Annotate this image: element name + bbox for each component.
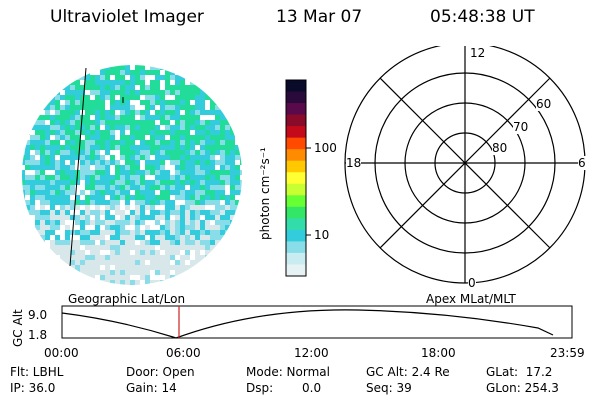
instrument-title: Ultraviolet Imager xyxy=(50,7,204,27)
status-seq: Seq: 39 xyxy=(366,381,412,395)
apex-label: Apex MLat/MLT xyxy=(426,292,516,306)
status-dsp-value: 0.0 xyxy=(302,381,322,395)
status-door: Door: Open xyxy=(126,365,195,379)
colorbar-unit-label: photon cm⁻²s⁻¹ xyxy=(258,147,272,240)
status-glat: GLat: 17.2 xyxy=(486,365,553,379)
mlat-label-70: 70 xyxy=(513,120,529,134)
mlt-label-0: 0 xyxy=(468,276,476,290)
status-gain: Gain: 14 xyxy=(126,381,177,395)
color-scale-bar xyxy=(285,79,311,277)
orbit-timeline xyxy=(61,305,573,339)
timeline-xtick-0000: 00:00 xyxy=(44,346,79,360)
timeline-xtick-2359: 23:59 xyxy=(550,346,585,360)
mlat-label-60: 60 xyxy=(536,97,552,111)
apex-polar-grid xyxy=(344,46,586,284)
timeline-xtick-0600: 06:00 xyxy=(166,346,201,360)
timeline-ytick-low: 1.8 xyxy=(28,328,48,342)
mlt-label-12: 12 xyxy=(470,46,486,60)
colorbar-tick-100: 100 xyxy=(314,141,337,155)
status-gcalt: GC Alt: 2.4 Re xyxy=(366,365,450,379)
timeline-ylabel: GC Alt xyxy=(11,309,25,347)
uv-image-disc xyxy=(22,65,242,285)
observation-date: 13 Mar 07 xyxy=(276,7,363,27)
mlt-label-6: 6 xyxy=(578,156,586,170)
uv-image-panel xyxy=(22,65,242,285)
colorbar-tick-10: 10 xyxy=(314,228,330,242)
status-glon: GLon: 254.3 xyxy=(486,381,559,395)
status-ip: IP: 36.0 xyxy=(10,381,56,395)
timeline-xtick-1200: 12:00 xyxy=(294,346,329,360)
status-mode: Mode: Normal xyxy=(246,365,330,379)
geographic-label: Geographic Lat/Lon xyxy=(68,292,186,306)
status-flt: Flt: LBHL xyxy=(10,365,64,379)
mlat-label-80: 80 xyxy=(492,141,508,155)
timeline-ytick-high: 9.0 xyxy=(28,308,48,322)
mlt-label-18: 18 xyxy=(346,156,362,170)
status-dsp-label: Dsp: xyxy=(246,381,274,395)
geographic-meridian-line xyxy=(69,67,87,267)
timeline-xtick-1800: 18:00 xyxy=(421,346,456,360)
observation-time: 05:48:38 UT xyxy=(430,7,535,27)
